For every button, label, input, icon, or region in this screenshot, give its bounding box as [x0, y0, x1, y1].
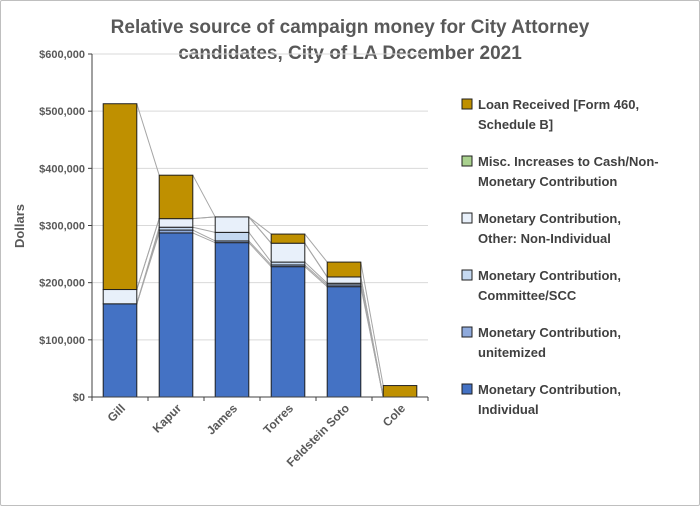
bar-segment: [326, 261, 362, 278]
series-connector: [192, 232, 216, 244]
legend-swatch: [461, 383, 473, 395]
bar-segment: [102, 289, 138, 305]
series-connector: [304, 242, 328, 278]
bar-segment: [102, 103, 138, 291]
legend-label: Loan Received [Form 460,: [478, 97, 639, 112]
y-tick-label: $500,000: [39, 106, 85, 118]
series-connector: [248, 216, 272, 235]
series-connector: [248, 240, 272, 266]
legend-swatch: [461, 98, 473, 110]
series-connector: [248, 232, 272, 263]
series-connector-lines: [136, 103, 384, 398]
series-connector: [304, 266, 328, 288]
bar-segment: [214, 231, 250, 242]
bar-segment: [270, 233, 306, 244]
series-connector: [136, 103, 160, 176]
bars: [102, 103, 418, 398]
legend-label: Individual: [478, 402, 539, 417]
bar-segment: [382, 385, 418, 398]
series-connector: [192, 226, 216, 233]
legend-label: Misc. Increases to Cash/Non-: [478, 154, 659, 169]
series-connector: [304, 233, 328, 263]
legend-label: Committee/SCC: [478, 288, 577, 303]
series-connector: [360, 276, 384, 398]
y-tick-label: $400,000: [39, 163, 85, 175]
y-tick-label: $100,000: [39, 335, 85, 347]
legend-swatch: [461, 326, 473, 338]
series-connector: [136, 218, 160, 290]
bar-segment: [102, 303, 138, 398]
legend: Loan Received [Form 460, Schedule B] Misc.…: [461, 97, 659, 417]
bar-segment: [270, 266, 306, 398]
series-connector: [192, 229, 216, 242]
series-connector: [248, 216, 272, 244]
bar-segment: [214, 242, 250, 398]
bar-segment: [326, 276, 362, 284]
x-tick-label: Gill: [105, 401, 129, 425]
legend-label: Schedule B]: [478, 117, 553, 132]
legend-swatch: [461, 212, 473, 224]
bar-segment: [158, 174, 194, 220]
legend-label: Other: Non-Individual: [478, 231, 611, 246]
legend-label: unitemized: [478, 345, 546, 360]
bar-segment: [214, 216, 250, 233]
legend-label: Monetary Contribution,: [478, 211, 621, 226]
bar-segment: [158, 218, 194, 228]
series-connector: [304, 264, 328, 286]
legend-label: Monetary Contribution: [478, 174, 617, 189]
y-tick-label: $300,000: [39, 221, 85, 233]
series-connector: [192, 174, 216, 218]
legend-label: Monetary Contribution,: [478, 382, 621, 397]
axes: [91, 54, 429, 401]
bar-segment: [270, 242, 306, 263]
bar-segment: [326, 286, 362, 398]
series-connector: [360, 261, 384, 386]
x-tick-label: James: [204, 401, 241, 438]
y-tick-label: $200,000: [39, 278, 85, 290]
series-connector: [304, 261, 328, 284]
series-connector: [192, 216, 216, 220]
x-tick-label: Cole: [380, 401, 409, 430]
series-connector: [248, 242, 272, 268]
series-connector: [136, 227, 160, 304]
bar-segment: [158, 232, 194, 398]
legend-swatch: [461, 155, 473, 167]
y-tick-label: $0: [73, 392, 85, 404]
y-axis-label: Dollars: [12, 204, 27, 248]
y-tick-label: $600,000: [39, 49, 85, 61]
gridlines: [88, 53, 428, 398]
legend-swatch: [461, 269, 473, 281]
x-tick-label: Kapur: [150, 401, 185, 436]
x-tick-label: Torres: [260, 401, 296, 437]
y-tick-labels: $0 $100,000 $200,000 $300,000 $400,000 $500,0…: [39, 49, 85, 404]
chart-title-line-1: Relative source of campaign money for Ci…: [111, 17, 590, 38]
legend-label: Monetary Contribution,: [478, 268, 621, 283]
legend-label: Monetary Contribution,: [478, 325, 621, 340]
